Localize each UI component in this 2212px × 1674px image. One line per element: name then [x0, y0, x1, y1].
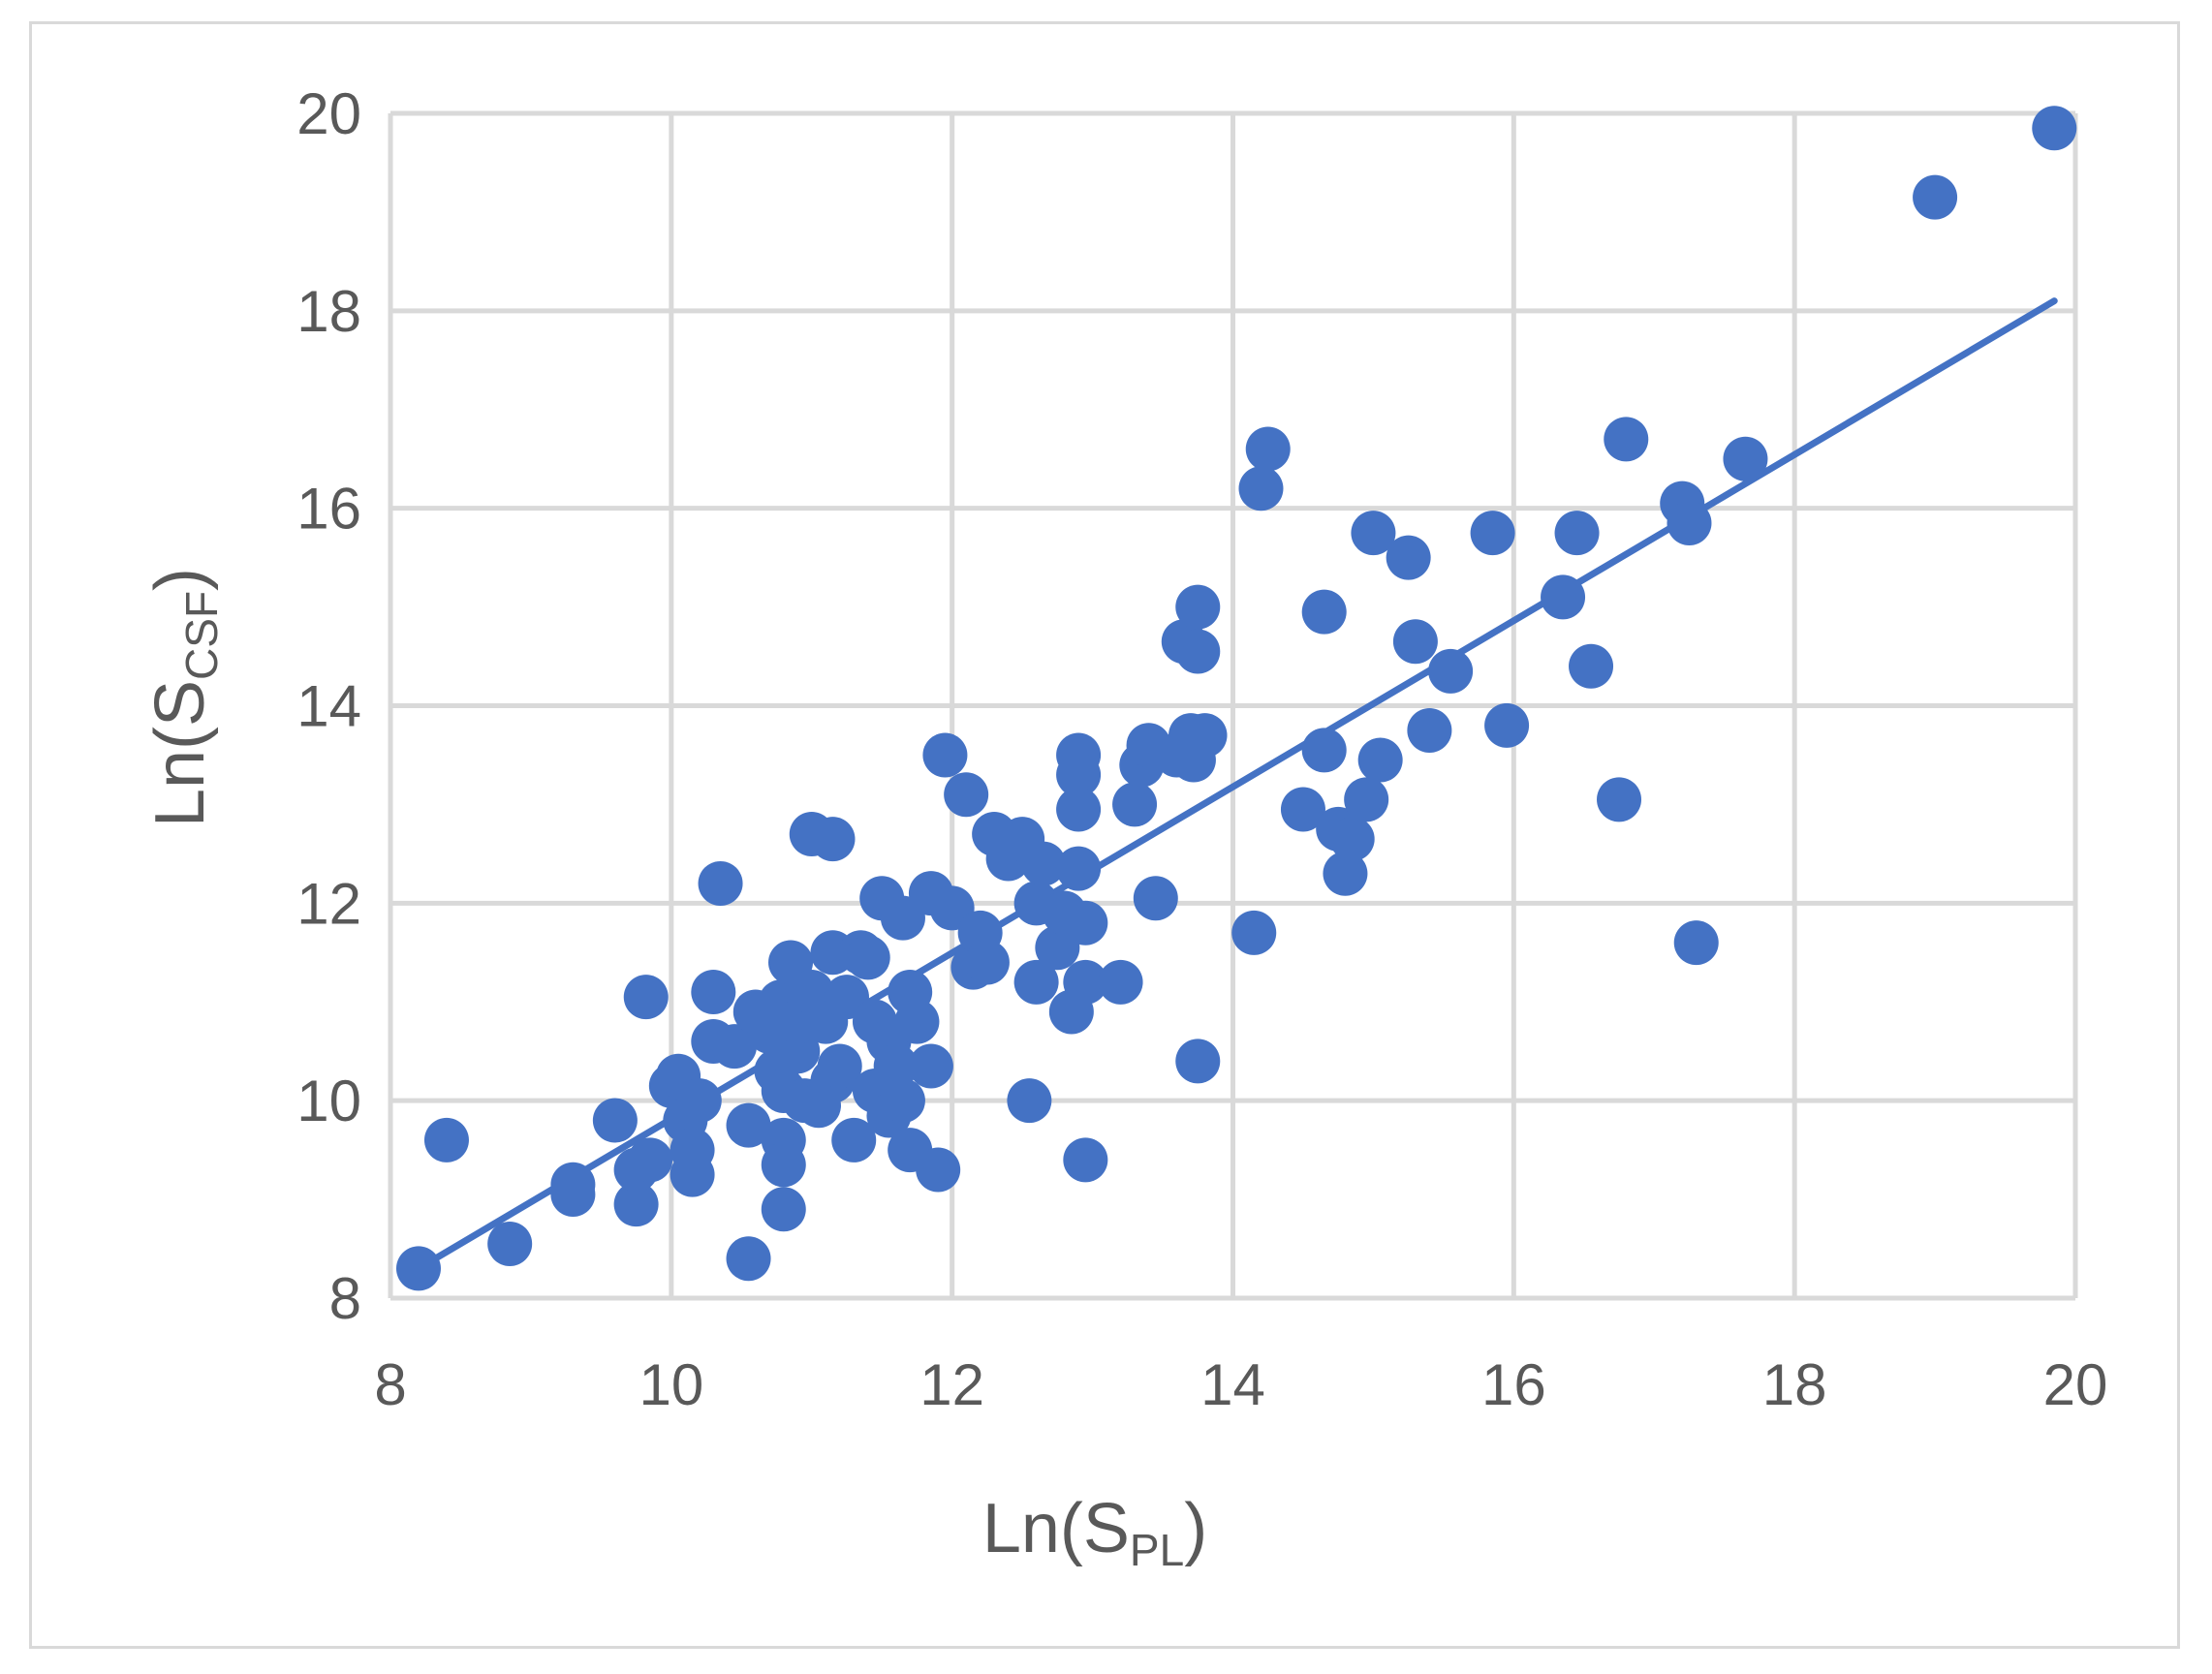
- data-point: [1329, 817, 1375, 862]
- y-axis-title: Ln(SCSF): [141, 568, 227, 827]
- y-tick-label: 8: [329, 1266, 361, 1331]
- x-tick-label: 8: [374, 1352, 406, 1417]
- gridlines: [388, 110, 2078, 1301]
- data-point: [1231, 910, 1277, 955]
- data-point: [1063, 959, 1108, 1005]
- data-point: [1723, 436, 1768, 481]
- data-point: [880, 1078, 925, 1124]
- data-point: [487, 1221, 533, 1266]
- data-point: [1351, 511, 1396, 556]
- data-point: [726, 1236, 771, 1282]
- data-point: [1357, 737, 1403, 783]
- data-point: [1056, 846, 1102, 891]
- data-point: [1175, 629, 1221, 674]
- x-tick-label: 12: [919, 1352, 984, 1417]
- data-point: [2032, 106, 2077, 151]
- data-point: [845, 935, 890, 980]
- data-point: [676, 1078, 722, 1124]
- data-point: [1063, 1137, 1108, 1183]
- data-point: [623, 975, 669, 1020]
- x-axis-title: Ln(SPL): [982, 1490, 1207, 1575]
- y-tick-label: 12: [296, 871, 361, 936]
- data-point: [613, 1182, 659, 1227]
- data-point: [1007, 1078, 1052, 1124]
- data-point: [670, 1152, 715, 1197]
- data-point: [712, 1024, 758, 1070]
- data-point: [1175, 1038, 1221, 1084]
- x-tick-label: 14: [1200, 1352, 1265, 1417]
- x-tick-label: 18: [1762, 1352, 1827, 1417]
- data-point: [1056, 787, 1102, 832]
- data-point: [1013, 959, 1059, 1005]
- y-tick-label: 14: [296, 674, 361, 739]
- data-point: [1344, 777, 1389, 822]
- data-point: [1470, 511, 1515, 556]
- data-point: [922, 732, 968, 778]
- data-point: [1913, 174, 1958, 220]
- data-point: [1407, 707, 1452, 753]
- data-point: [1673, 920, 1719, 966]
- y-tick-label: 16: [296, 477, 361, 542]
- data-point: [761, 1187, 806, 1232]
- data-point: [592, 1098, 638, 1143]
- data-point: [1098, 959, 1143, 1005]
- data-point: [894, 999, 940, 1044]
- x-tick-label: 20: [2043, 1352, 2108, 1417]
- data-point: [1323, 851, 1368, 896]
- x-axis-ticks: 8 10 12 14 16 18 20: [374, 1352, 2107, 1417]
- data-point: [1182, 713, 1228, 759]
- data-point: [1392, 619, 1438, 665]
- data-point: [1484, 702, 1530, 748]
- y-axis-ticks: 8 10 12 14 16 18 20: [296, 81, 361, 1331]
- data-point: [1301, 589, 1347, 635]
- data-point: [873, 1043, 919, 1089]
- data-point: [1245, 426, 1291, 472]
- data-point: [1020, 841, 1066, 886]
- data-point: [1301, 728, 1347, 773]
- y-tick-label: 20: [296, 81, 361, 146]
- x-tick-label: 16: [1481, 1352, 1546, 1417]
- data-point: [817, 1043, 862, 1089]
- data-point: [1541, 574, 1586, 620]
- y-tick-label: 18: [296, 279, 361, 344]
- data-point: [1063, 900, 1108, 946]
- data-point: [691, 970, 736, 1015]
- data-point: [1597, 777, 1642, 822]
- data-point: [916, 1147, 961, 1193]
- data-point: [1280, 787, 1325, 832]
- chart-area: [29, 21, 2180, 1649]
- data-point: [1569, 643, 1614, 689]
- data-point: [1056, 752, 1102, 797]
- data-point: [810, 817, 856, 862]
- data-point: [1238, 466, 1284, 512]
- data-point: [964, 940, 1010, 985]
- data-point: [1428, 648, 1474, 694]
- data-point: [1667, 500, 1712, 545]
- data-point: [908, 1043, 953, 1089]
- x-tick-label: 10: [639, 1352, 703, 1417]
- y-tick-label: 10: [296, 1069, 361, 1133]
- data-point: [1604, 417, 1649, 462]
- data-point: [550, 1162, 596, 1207]
- data-point: [726, 1102, 771, 1148]
- data-point: [761, 1142, 806, 1188]
- data-point: [1175, 584, 1221, 630]
- data-point: [1133, 876, 1178, 921]
- data-point: [944, 772, 989, 818]
- data-points: [395, 106, 2077, 1291]
- data-point: [698, 860, 743, 906]
- data-point: [1554, 511, 1600, 556]
- data-point: [628, 1137, 673, 1183]
- data-point: [831, 1117, 877, 1162]
- data-point: [423, 1117, 469, 1162]
- data-point: [1112, 782, 1158, 827]
- data-point: [1386, 535, 1431, 580]
- data-point: [395, 1246, 441, 1291]
